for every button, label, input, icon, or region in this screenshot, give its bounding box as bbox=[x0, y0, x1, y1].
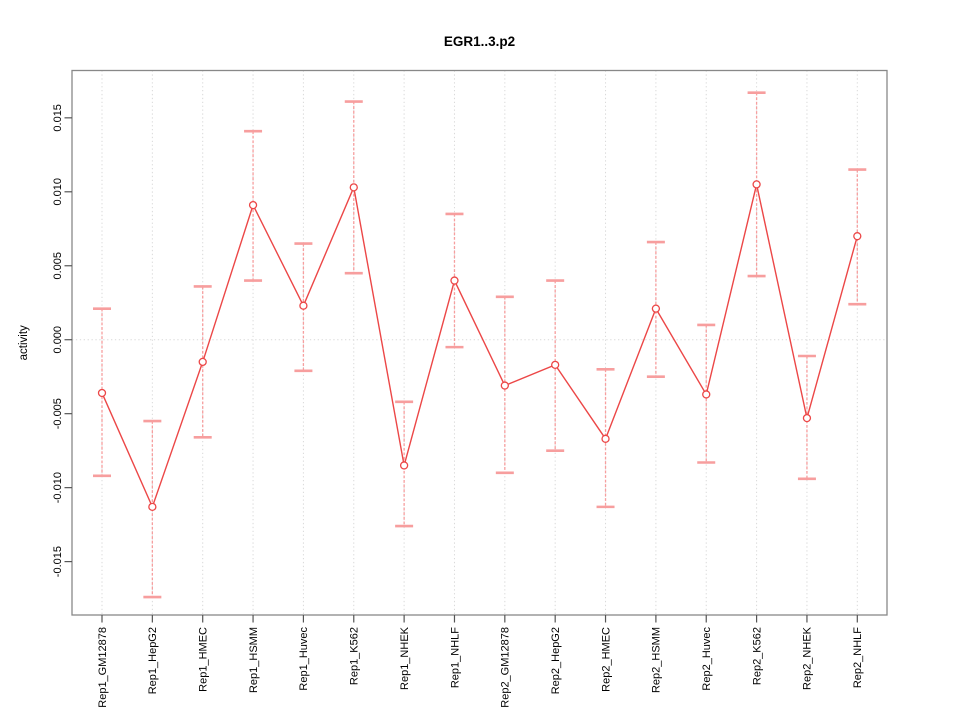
x-tick-label: Rep1_GM12878 bbox=[97, 627, 109, 708]
series-line bbox=[101, 184, 858, 509]
x-tick-label: Rep1_Huvec bbox=[298, 627, 310, 691]
data-point bbox=[198, 357, 207, 367]
x-tick-label: Rep1_NHLF bbox=[449, 627, 461, 688]
y-tick-label: 0.010 bbox=[52, 178, 64, 206]
data-point bbox=[752, 180, 761, 189]
plot-border bbox=[71, 69, 888, 616]
x-tick-label: Rep2_NHEK bbox=[802, 626, 814, 690]
data-point bbox=[97, 388, 107, 398]
data-point bbox=[399, 461, 409, 470]
x-tick-label: Rep1_NHEK bbox=[399, 626, 411, 690]
x-tick-label: Rep2_NHLF bbox=[852, 627, 864, 688]
data-point bbox=[248, 200, 258, 210]
chart-title: EGR1..3.p2 bbox=[444, 34, 515, 49]
x-tick-label: Rep1_K562 bbox=[349, 627, 361, 685]
data-point bbox=[500, 381, 509, 390]
error-bar bbox=[294, 242, 313, 373]
error-bar bbox=[848, 168, 867, 306]
axis-labels: Rep1_GM12878 Rep1_HepG2 Rep1_HMEC Rep1_HSMM… bbox=[52, 104, 864, 708]
data-point bbox=[349, 183, 358, 192]
y-axis-title: activity bbox=[18, 325, 30, 360]
error-bars bbox=[93, 91, 867, 599]
x-tick-label: Rep2_K562 bbox=[751, 627, 763, 685]
y-tick-label: 0.000 bbox=[52, 326, 64, 354]
x-tick-label: Rep2_Huvec bbox=[701, 627, 713, 691]
error-bar bbox=[344, 100, 363, 275]
data-series bbox=[97, 180, 862, 512]
x-tick-label: Rep1_HepG2 bbox=[147, 627, 159, 694]
x-tick-label: Rep2_HSMM bbox=[651, 627, 663, 693]
x-tick-label: Rep2_HepG2 bbox=[550, 627, 562, 694]
data-point bbox=[651, 304, 661, 313]
error-bar bbox=[596, 368, 615, 509]
axes bbox=[64, 69, 888, 623]
gridlines bbox=[72, 70, 887, 615]
data-point bbox=[450, 276, 459, 285]
data-point bbox=[148, 502, 157, 512]
error-bar bbox=[697, 323, 716, 464]
data-point bbox=[601, 434, 610, 443]
x-tick-label: Rep2_GM12878 bbox=[500, 627, 512, 708]
y-tick-label: -0.010 bbox=[52, 472, 64, 503]
y-tick-label: -0.005 bbox=[52, 398, 64, 429]
x-tick-label: Rep1_HSMM bbox=[248, 627, 260, 693]
y-tick-label: 0.015 bbox=[52, 104, 64, 132]
x-tick-label: Rep1_HMEC bbox=[198, 627, 210, 692]
data-point bbox=[853, 232, 862, 241]
data-point bbox=[702, 390, 711, 399]
error-bar bbox=[646, 240, 665, 378]
y-tick-label: 0.005 bbox=[52, 252, 64, 280]
data-point bbox=[551, 360, 560, 370]
x-tick-label: Rep2_HMEC bbox=[600, 627, 612, 692]
error-bar bbox=[747, 91, 766, 278]
y-tick-label: -0.015 bbox=[52, 546, 64, 577]
data-point bbox=[299, 301, 308, 310]
data-point bbox=[802, 413, 812, 423]
